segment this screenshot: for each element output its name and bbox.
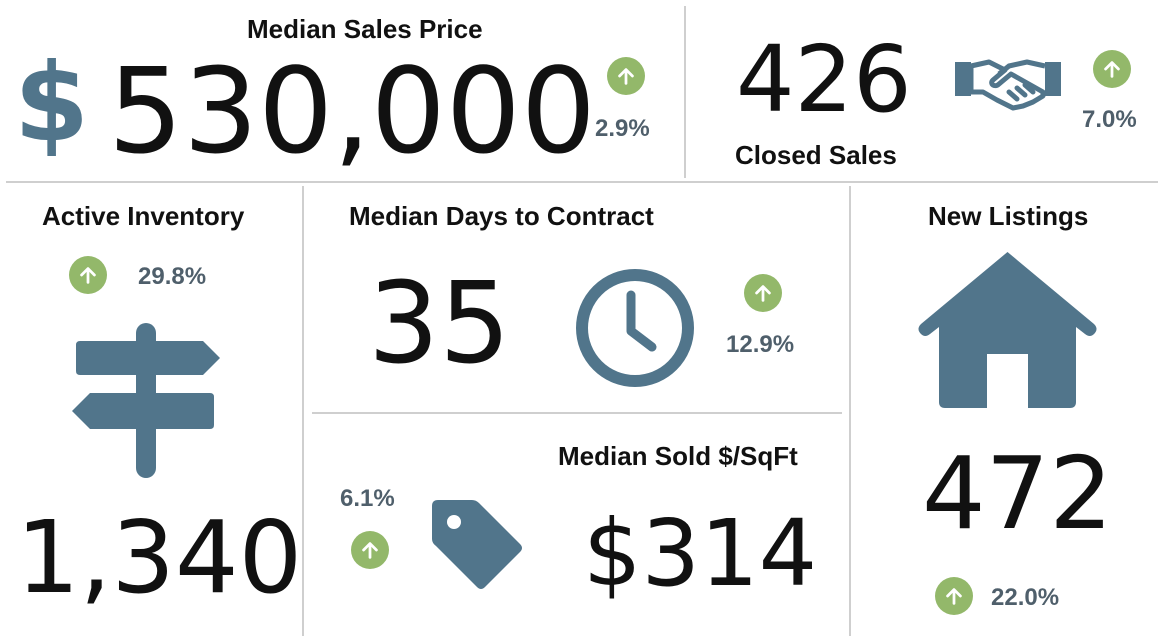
house-icon [916, 250, 1099, 410]
closed-sales-label: Closed Sales [735, 140, 897, 170]
arrow-up-icon [351, 531, 389, 569]
new-listings-title: New Listings [928, 201, 1089, 231]
median-days-to-contract-value: 35 [368, 259, 511, 389]
price-tag-icon [430, 498, 525, 593]
closed-sales-value: 426 [736, 26, 912, 133]
median-sales-price-change: 2.9% [595, 115, 650, 142]
signpost-icon [68, 323, 223, 478]
dollar-sign-icon: $ [14, 41, 90, 166]
median-sales-price-title: Median Sales Price [247, 14, 483, 44]
divider-right-vertical [849, 186, 851, 636]
closed-sales-change: 7.0% [1082, 106, 1137, 133]
median-sales-price-value: 530,000 [108, 42, 596, 180]
active-inventory-title: Active Inventory [42, 201, 245, 231]
active-inventory-change: 29.8% [138, 263, 207, 290]
active-inventory-value: 1,340 [16, 499, 303, 616]
median-days-to-contract-change: 12.9% [726, 331, 795, 358]
handshake-icon [953, 52, 1063, 112]
arrow-up-icon [744, 274, 782, 312]
arrow-up-icon [935, 577, 973, 615]
new-listings-change: 22.0% [991, 584, 1060, 611]
arrow-up-icon [607, 57, 645, 95]
median-days-to-contract-title: Median Days to Contract [349, 201, 654, 231]
divider-top-vertical [684, 6, 686, 178]
arrow-up-icon [1093, 50, 1131, 88]
median-sold-sqft-title: Median Sold $/SqFt [558, 441, 798, 471]
median-sold-sqft-change: 6.1% [340, 485, 395, 512]
divider-left-vertical [302, 186, 304, 636]
divider-middle-horizontal [312, 412, 842, 414]
divider-horizontal-main [6, 181, 1158, 183]
arrow-up-icon [69, 256, 107, 294]
new-listings-value: 472 [922, 435, 1113, 552]
median-sold-sqft-value: $314 [583, 500, 818, 607]
clock-icon [574, 267, 696, 389]
